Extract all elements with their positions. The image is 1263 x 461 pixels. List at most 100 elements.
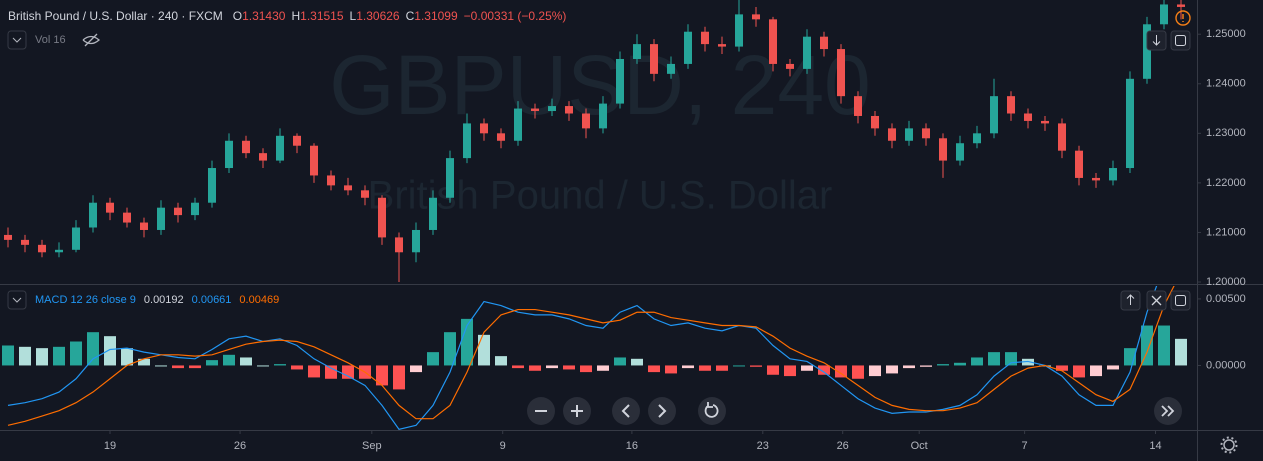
change-value: −0.00331 (−0.25%): [464, 9, 567, 23]
macd-line: [7, 286, 1158, 430]
maximize-icon: [1175, 35, 1186, 46]
candle-body: [429, 197, 437, 230]
candle-body: [599, 103, 607, 129]
histogram-bar: [869, 365, 881, 377]
candle-body: [1092, 177, 1100, 181]
histogram-bar: [801, 365, 813, 371]
macd-tick-label: 0.00500: [1206, 293, 1246, 305]
navigation-toolbar: [527, 397, 1182, 425]
histogram-bar: [903, 365, 915, 369]
candle-body: [1143, 24, 1151, 79]
candle-body: [191, 202, 199, 216]
candle-body: [497, 133, 505, 141]
collapse-button[interactable]: [7, 290, 27, 310]
candle-body: [378, 197, 386, 238]
scroll-left-button[interactable]: [612, 397, 640, 425]
histogram-bar: [835, 365, 847, 378]
ohlc-label: O: [233, 9, 242, 23]
histogram-bar: [189, 365, 201, 369]
candle-body: [871, 115, 879, 129]
maximize-button[interactable]: [1170, 290, 1191, 311]
candle-body: [786, 63, 794, 69]
maximize-button[interactable]: [1170, 30, 1191, 51]
candle-body: [480, 123, 488, 134]
settings-button[interactable]: [1220, 436, 1238, 454]
macd-readout: 0.00661: [192, 294, 232, 306]
candle-body: [1126, 78, 1134, 169]
candle-body: [565, 106, 573, 114]
histogram-bar: [478, 334, 490, 366]
candle-body: [259, 153, 267, 161]
arrow-down-icon: [1152, 35, 1161, 46]
time-tick-label: 19: [104, 440, 116, 452]
candle-body: [616, 58, 624, 104]
histogram-bar: [155, 365, 167, 367]
histogram-bar: [784, 365, 796, 377]
time-tick-label: Oct: [911, 440, 928, 452]
candle-body: [38, 244, 46, 253]
candle-body: [990, 96, 998, 134]
maximize-icon: [1175, 295, 1186, 306]
macd-readout: 0.00469: [239, 294, 279, 306]
right-icon: [658, 404, 667, 418]
time-tick-label: 26: [837, 440, 849, 452]
candle-body: [769, 19, 777, 64]
histogram-bar: [512, 365, 524, 369]
candle-body: [1007, 96, 1015, 114]
candle-body: [735, 14, 743, 47]
histogram-bar: [461, 318, 473, 366]
candle-body: [718, 44, 726, 47]
time-tick-label: 7: [1022, 440, 1028, 452]
candle-body: [55, 249, 63, 253]
scroll-right-button[interactable]: [648, 397, 676, 425]
candle-body: [1109, 168, 1117, 181]
histogram-bar: [36, 348, 48, 366]
alert-icon[interactable]: [1175, 10, 1191, 26]
candle-body: [650, 44, 658, 74]
histogram-bar: [206, 360, 218, 366]
candle-body: [1160, 4, 1168, 25]
histogram-bar: [597, 365, 609, 371]
candle-body: [1075, 150, 1083, 178]
histogram-bar: [733, 365, 745, 367]
candle-body: [667, 63, 675, 74]
histogram-bar: [699, 365, 711, 371]
histogram-bar: [1056, 365, 1068, 371]
candle-body: [837, 49, 845, 97]
histogram-bar: [563, 365, 575, 370]
candle-body: [1058, 123, 1066, 151]
candle-body: [72, 227, 80, 250]
histogram-bar: [1022, 358, 1034, 366]
time-tick-label: 16: [626, 440, 638, 452]
histogram-bar: [53, 346, 65, 366]
histogram-bar: [444, 332, 456, 366]
candle-body: [1024, 113, 1032, 121]
hide-icon[interactable]: [82, 33, 100, 47]
chevron-icon: [12, 37, 22, 43]
histogram-bar: [954, 362, 966, 366]
candle-body: [21, 239, 29, 245]
time-tick-label: Sep: [362, 440, 382, 452]
candle-body: [344, 185, 352, 191]
histogram-bar: [580, 365, 592, 373]
histogram-bar: [886, 365, 898, 374]
histogram-bar: [87, 332, 99, 366]
candle-body: [208, 168, 216, 203]
histogram-bar: [546, 365, 558, 369]
histogram-bar: [1158, 325, 1170, 366]
candle-body: [463, 123, 471, 159]
histogram-bar: [427, 352, 439, 366]
candle-body: [293, 135, 301, 146]
collapse-button[interactable]: [7, 30, 27, 50]
histogram-bar: [682, 365, 694, 369]
histogram-bar: [240, 357, 252, 366]
chevron-icon: [12, 297, 22, 303]
time-tick-label: 26: [234, 440, 246, 452]
candle-body: [684, 31, 692, 64]
candle-body: [752, 14, 760, 20]
histogram-bar: [920, 365, 932, 367]
end-icon: [1161, 405, 1175, 417]
histogram-bar: [1090, 365, 1102, 377]
candle-body: [157, 207, 165, 230]
reset-button[interactable]: [698, 397, 726, 425]
